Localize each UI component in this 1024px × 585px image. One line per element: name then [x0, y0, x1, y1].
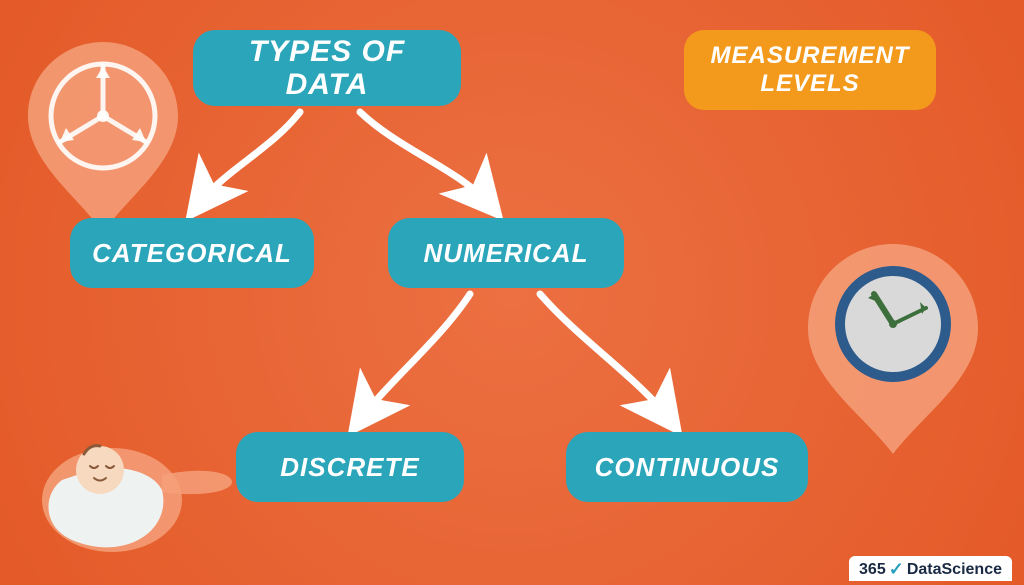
star-pin-icon: [28, 42, 178, 232]
brand-part1: 365: [859, 561, 886, 579]
node-root: TYPES OF DATA: [193, 30, 461, 106]
node-discrete: DISCRETE: [236, 432, 464, 502]
brand-part2: DataScience: [907, 561, 1002, 579]
brand-logo: 365✓DataScience: [849, 556, 1012, 581]
node-numerical: NUMERICAL: [388, 218, 624, 288]
node-categorical-label: CATEGORICAL: [92, 239, 292, 268]
node-root-label: TYPES OF DATA: [207, 35, 447, 101]
node-continuous: CONTINUOUS: [566, 432, 808, 502]
clock-pin-icon: [808, 244, 978, 454]
baby-icon: [32, 420, 232, 570]
node-discrete-label: DISCRETE: [280, 453, 419, 482]
badge-label: MEASUREMENT LEVELS: [710, 42, 909, 97]
brand-check-icon: ✓: [889, 559, 904, 580]
node-categorical: CATEGORICAL: [70, 218, 314, 288]
measurement-levels-badge: MEASUREMENT LEVELS: [684, 30, 936, 110]
node-continuous-label: CONTINUOUS: [595, 453, 780, 482]
node-numerical-label: NUMERICAL: [424, 239, 589, 268]
